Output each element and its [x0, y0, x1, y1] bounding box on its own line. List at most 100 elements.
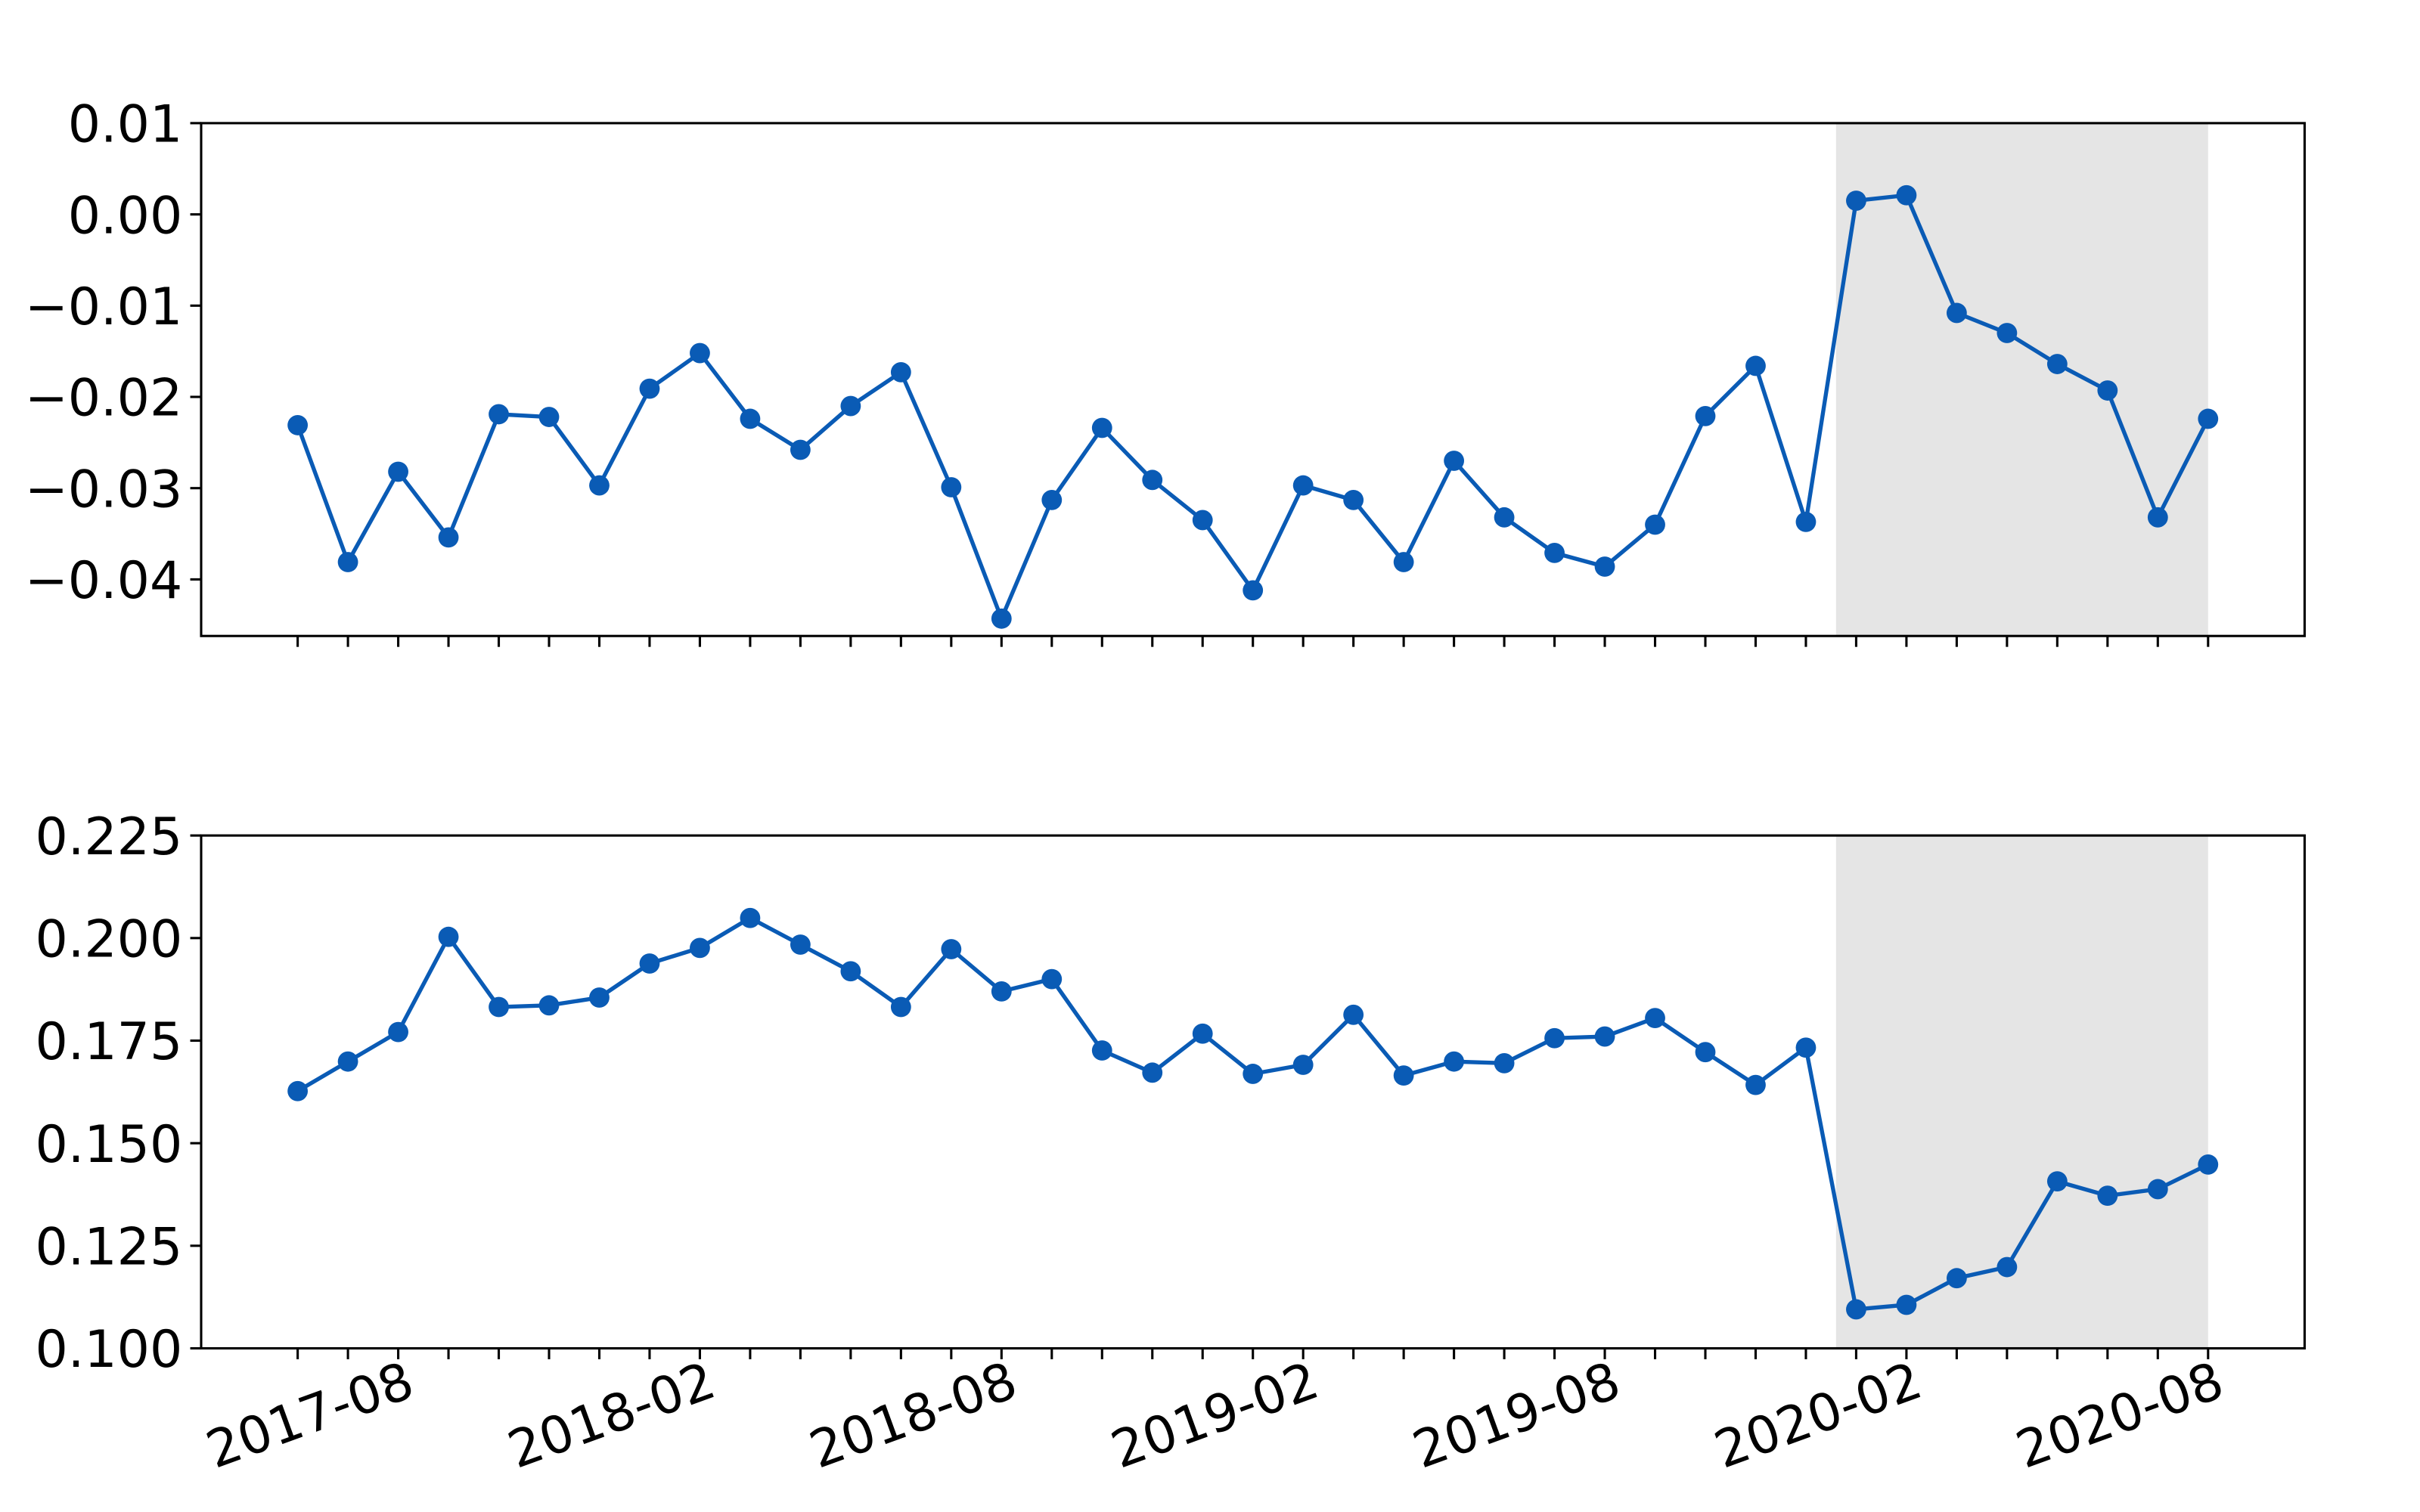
- data-point: [1795, 511, 1817, 532]
- data-point: [1041, 489, 1063, 510]
- data-point: [890, 362, 911, 383]
- data-point: [1695, 405, 1716, 426]
- data-point: [890, 996, 911, 1018]
- data-point: [337, 552, 358, 572]
- x-tick-label: 2020-08: [2009, 1351, 2231, 1480]
- data-point: [538, 995, 560, 1016]
- data-point: [1292, 475, 1314, 496]
- data-point: [1494, 1052, 1515, 1074]
- y-tick-label: −0.01: [25, 277, 182, 337]
- data-point: [1544, 1027, 1565, 1049]
- y-tick-label: 0.225: [35, 807, 182, 867]
- data-point: [1645, 514, 1665, 535]
- data-point: [1846, 1299, 1866, 1320]
- data-point: [1594, 556, 1615, 577]
- data-point: [1896, 184, 1917, 206]
- y-tick-label: 0.150: [35, 1115, 182, 1175]
- data-point: [1896, 1294, 1917, 1315]
- data-point: [1192, 1023, 1213, 1044]
- plot-frame: [200, 834, 2306, 1350]
- x-tick-label: 2019-02: [1104, 1351, 1326, 1480]
- shaded-region: [1835, 122, 2208, 637]
- data-point: [790, 934, 811, 955]
- data-point: [1745, 1074, 1766, 1095]
- data-point: [1243, 1064, 1264, 1084]
- data-point: [2097, 380, 2118, 401]
- data-point: [690, 937, 710, 959]
- data-point: [1946, 302, 1967, 324]
- x-tick-label: 2020-02: [1707, 1351, 1929, 1480]
- x-tick-label: 2018-08: [802, 1351, 1025, 1480]
- y-tick-label: 0.100: [35, 1320, 182, 1380]
- data-point: [690, 342, 710, 364]
- data-point: [1846, 191, 1866, 211]
- data-point: [337, 1051, 358, 1072]
- data-point: [388, 461, 408, 482]
- data-point: [1142, 469, 1163, 491]
- data-point: [790, 439, 811, 460]
- data-point: [1695, 1042, 1716, 1063]
- data-point: [991, 981, 1012, 1002]
- y-tick-label: 0.175: [35, 1012, 182, 1072]
- y-tick-label: 0.00: [68, 186, 182, 246]
- data-point: [639, 953, 660, 974]
- data-point: [1091, 417, 1112, 438]
- data-point: [2147, 1179, 2168, 1200]
- data-point: [1041, 968, 1063, 990]
- data-point: [1946, 1268, 1967, 1289]
- data-point: [840, 395, 861, 417]
- data-point: [991, 608, 1012, 629]
- data-point: [1444, 451, 1465, 471]
- data-point: [639, 378, 660, 399]
- x-tick-label: 2018-02: [501, 1351, 723, 1480]
- data-point: [538, 407, 560, 427]
- data-point: [438, 527, 459, 548]
- data-point: [438, 926, 459, 947]
- y-tick-label: 0.01: [68, 95, 182, 155]
- data-point: [740, 907, 761, 928]
- data-point: [2046, 354, 2068, 374]
- data-point: [1996, 323, 2018, 343]
- x-tick-label: 2019-08: [1405, 1351, 1627, 1480]
- data-point: [2198, 408, 2219, 429]
- shaded-region: [1835, 835, 2208, 1349]
- data-point: [2198, 1154, 2219, 1175]
- data-point: [2147, 507, 2168, 528]
- data-point: [2046, 1171, 2068, 1192]
- data-point: [1996, 1256, 2018, 1278]
- data-point: [589, 987, 610, 1008]
- data-point: [489, 404, 509, 425]
- y-tick-label: −0.02: [25, 369, 182, 429]
- y-tick-label: −0.03: [25, 460, 182, 519]
- data-point: [1393, 1065, 1414, 1086]
- data-point: [740, 408, 761, 429]
- data-point: [1594, 1026, 1615, 1047]
- y-tick-label: −0.04: [25, 551, 182, 611]
- data-point: [1343, 1004, 1364, 1025]
- y-tick-label: 0.200: [35, 910, 182, 970]
- data-point: [1645, 1008, 1665, 1029]
- data-point: [287, 415, 309, 435]
- data-point: [1494, 507, 1515, 528]
- data-point: [1544, 542, 1565, 563]
- data-point: [1343, 489, 1364, 510]
- data-point: [1192, 510, 1213, 531]
- data-point: [941, 477, 962, 497]
- data-point: [1745, 355, 1766, 376]
- data-point: [2097, 1185, 2118, 1207]
- y-tick-label: 0.125: [35, 1218, 182, 1278]
- data-point: [1444, 1051, 1465, 1072]
- data-point: [1091, 1040, 1112, 1061]
- data-point: [840, 961, 861, 982]
- data-point: [1292, 1055, 1314, 1075]
- data-point: [1795, 1037, 1817, 1058]
- data-point: [489, 996, 509, 1018]
- data-point: [388, 1021, 408, 1043]
- data-point: [287, 1080, 309, 1101]
- data-point: [589, 475, 610, 496]
- data-point: [1243, 580, 1264, 601]
- plot-frame: [200, 122, 2306, 637]
- x-tick-label: 2017-08: [199, 1351, 421, 1480]
